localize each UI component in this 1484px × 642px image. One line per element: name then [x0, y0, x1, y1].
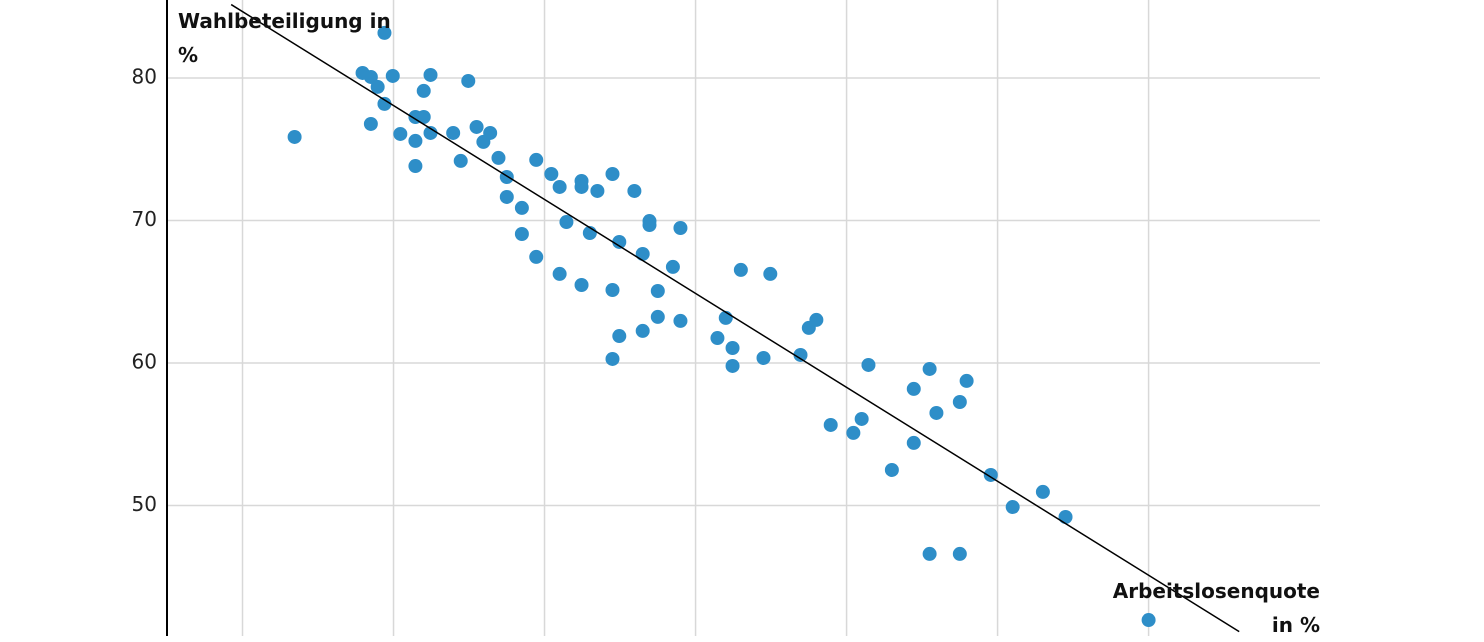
y-tick-label: 50	[132, 492, 157, 516]
point	[952, 546, 967, 561]
point	[733, 262, 748, 277]
point	[823, 417, 838, 432]
point	[854, 411, 869, 426]
point	[453, 153, 468, 168]
point	[612, 329, 627, 344]
point	[552, 179, 567, 194]
point	[763, 266, 778, 281]
point	[574, 179, 589, 194]
point	[461, 73, 476, 88]
point	[377, 96, 392, 111]
point	[861, 357, 876, 372]
point	[1058, 510, 1073, 525]
point	[559, 215, 574, 230]
point	[906, 435, 921, 450]
point	[884, 462, 899, 477]
point	[959, 373, 974, 388]
point	[673, 221, 688, 236]
point	[627, 183, 642, 198]
point	[370, 79, 385, 94]
point	[423, 125, 438, 140]
point	[423, 67, 438, 82]
point	[491, 150, 506, 165]
point	[446, 125, 461, 140]
y-tick-label: 70	[132, 207, 157, 231]
point	[408, 159, 423, 174]
point	[809, 312, 824, 327]
point	[529, 249, 544, 264]
point	[846, 425, 861, 440]
point	[725, 358, 740, 373]
point	[605, 282, 620, 297]
point	[499, 189, 514, 204]
point	[605, 351, 620, 366]
point	[590, 183, 605, 198]
point	[922, 361, 937, 376]
point	[1035, 484, 1050, 499]
point	[393, 126, 408, 141]
point	[725, 340, 740, 355]
point	[650, 283, 665, 298]
point	[377, 25, 392, 40]
point	[665, 259, 680, 274]
point	[529, 152, 544, 167]
point	[929, 405, 944, 420]
point	[635, 323, 650, 338]
point	[793, 347, 808, 362]
point	[612, 234, 627, 249]
point	[673, 313, 688, 328]
point	[1141, 613, 1156, 628]
y-tick-label: 80	[132, 64, 157, 88]
point	[650, 309, 665, 324]
point	[605, 166, 620, 181]
point	[416, 83, 431, 98]
point	[756, 350, 771, 365]
point	[552, 266, 567, 281]
point	[922, 546, 937, 561]
point	[363, 69, 378, 84]
point	[952, 395, 967, 410]
y-tick-label: 60	[132, 349, 157, 373]
point	[642, 218, 657, 233]
point	[710, 331, 725, 346]
point	[416, 109, 431, 124]
point	[476, 134, 491, 149]
point	[574, 278, 589, 293]
point	[385, 68, 400, 83]
point	[1005, 500, 1020, 515]
point	[635, 246, 650, 261]
point	[514, 200, 529, 215]
trend-line	[230, 3, 1240, 633]
point	[408, 133, 423, 148]
point	[906, 381, 921, 396]
point	[469, 119, 484, 134]
point	[544, 166, 559, 181]
x-axis-label: Arbeitslosenquote in %	[1112, 579, 1320, 637]
y-axis-label: Wahlbeteiligung in %	[178, 9, 391, 67]
point	[287, 129, 302, 144]
point	[514, 226, 529, 241]
point	[363, 116, 378, 131]
